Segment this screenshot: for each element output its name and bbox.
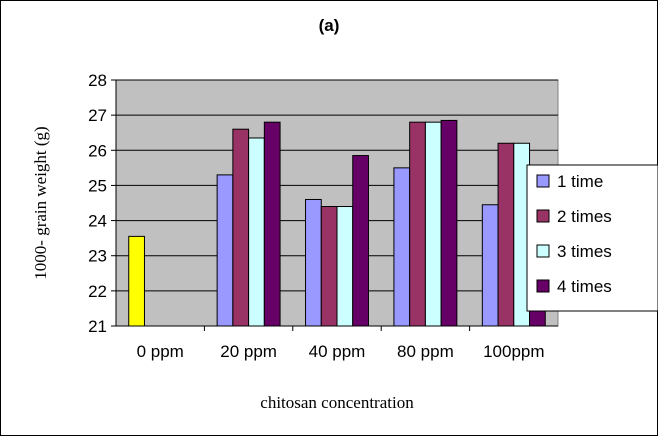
y-tick-label: 26 [88,141,107,160]
bar-series-1 [393,167,411,327]
y-tick-label: 24 [88,212,107,231]
bar-series-2 [409,121,426,327]
bar-single [128,235,145,327]
x-tick-label: 80 ppm [397,342,454,361]
x-tick-label: 100ppm [483,342,544,361]
legend-items: 1 time 2 times 3 times 4 times [536,172,612,296]
bar-series-4 [352,155,369,327]
bar-series-2 [497,142,515,327]
chart-title: (a) [319,16,340,35]
y-tick-label: 28 [88,71,107,90]
bar-series-1 [481,204,499,327]
bar-series-3 [424,121,442,327]
bar-series-3 [248,137,265,327]
bar-series-3 [336,206,354,327]
bar-series-4 [440,119,458,327]
legend-swatch [536,244,550,258]
y-tick-label: 22 [88,282,107,301]
bar-series-1 [305,198,322,327]
bar-series-4 [263,121,281,327]
x-tick-label: 40 ppm [309,342,366,361]
bar-series-1 [216,174,234,327]
y-tick-label: 25 [88,176,107,195]
y-tick-label: 23 [88,247,107,266]
legend-swatch [536,209,550,223]
y-tick-labels: 21 22 23 24 25 26 27 28 [88,71,107,336]
legend-swatch [536,174,550,188]
y-tick-label: 21 [88,317,107,336]
legend-label: 4 times [557,277,612,296]
bar-series-2 [320,206,338,327]
axes [115,80,558,331]
x-tick-label: 20 ppm [220,342,277,361]
x-axis-title: chitosan concentration [260,393,414,412]
legend-label: 1 time [557,172,603,191]
x-tick-label: 0 ppm [137,342,184,361]
legend-label: 2 times [557,207,612,226]
legend: 1 time 2 times 3 times 4 times [526,164,658,312]
bar-series-2 [232,128,250,327]
y-axis-title: 1000- grain weight (g) [31,126,50,279]
legend-label: 3 times [557,242,612,261]
y-tick-label: 27 [88,106,107,125]
legend-swatch [536,279,550,293]
x-tick-labels: 0 ppm 20 ppm 40 ppm 80 ppm 100ppm [137,342,545,361]
